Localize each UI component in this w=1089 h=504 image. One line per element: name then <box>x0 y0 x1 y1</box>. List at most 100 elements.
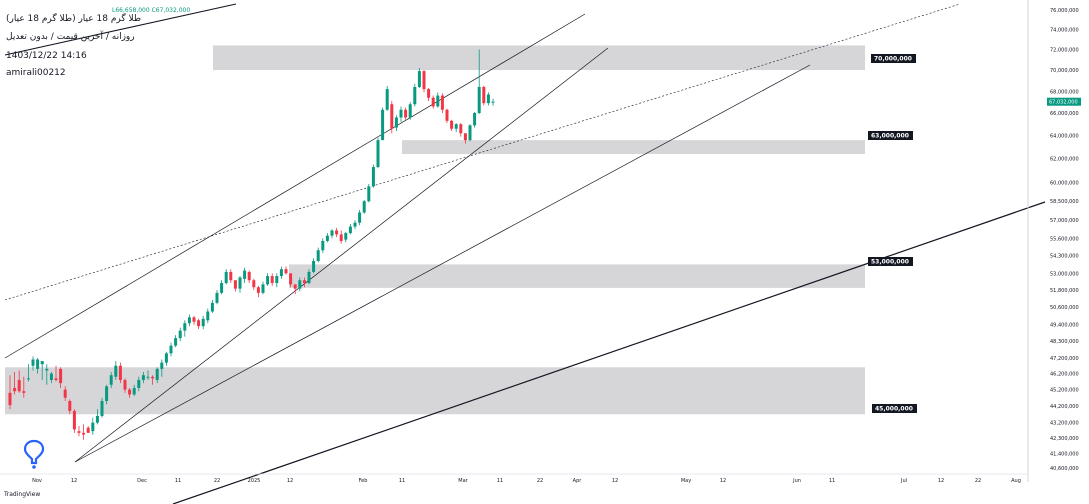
candle-body <box>141 375 145 380</box>
candle <box>160 359 164 377</box>
candle <box>187 314 191 327</box>
candle <box>137 376 141 392</box>
candle <box>293 284 297 295</box>
candle-body <box>376 140 380 168</box>
candle-body <box>77 431 81 433</box>
candle <box>284 266 288 275</box>
time-tick-label: Dec <box>137 478 147 484</box>
candle-body <box>187 317 191 324</box>
candle <box>376 137 380 169</box>
candle <box>31 356 35 371</box>
candle <box>224 269 228 285</box>
candle <box>77 426 81 437</box>
candle-body <box>91 422 95 432</box>
candle-body <box>353 222 357 227</box>
candle <box>197 318 201 330</box>
candle <box>459 123 463 137</box>
candle <box>169 342 173 357</box>
candle-body <box>371 167 375 187</box>
candle <box>26 364 30 382</box>
candle <box>40 361 44 380</box>
candle-body <box>17 379 21 392</box>
price-tick-label: 44,200,000 <box>1050 404 1079 410</box>
price-tick-label: 64,000,000 <box>1050 134 1079 140</box>
candle <box>330 229 334 239</box>
candle <box>128 387 132 398</box>
candle-body <box>321 240 325 251</box>
candle-body <box>477 86 481 114</box>
candle-body <box>404 109 408 118</box>
candle <box>316 247 320 263</box>
candle <box>266 273 270 286</box>
candle <box>427 88 431 101</box>
candle <box>413 83 417 107</box>
candle-body <box>454 124 458 129</box>
candle <box>394 115 398 131</box>
candle <box>82 424 86 440</box>
candle <box>123 378 127 393</box>
candle <box>298 277 302 292</box>
candle <box>68 399 72 415</box>
candle-body <box>8 392 12 406</box>
candle-body <box>381 109 385 141</box>
candle <box>454 123 458 133</box>
price-tick-label: 45,200,000 <box>1050 388 1079 394</box>
price-tick-label: 58,500,000 <box>1050 199 1079 205</box>
time-tick-label: 12 <box>287 478 293 484</box>
candle-body <box>72 410 76 430</box>
candle-body <box>284 269 288 274</box>
candle-body <box>123 379 127 390</box>
candle <box>201 315 205 330</box>
candle <box>417 67 421 89</box>
time-tick-label: Jul <box>900 478 907 484</box>
candle <box>344 231 348 243</box>
candle-body <box>40 361 44 365</box>
candle <box>390 100 394 134</box>
candle <box>178 327 182 342</box>
candle <box>215 290 219 305</box>
price-tick-label: 42,300,000 <box>1050 436 1079 442</box>
candle-body <box>206 311 210 321</box>
candle <box>229 269 233 284</box>
candle-body <box>325 235 329 241</box>
candle <box>302 277 306 288</box>
date-time-label: 1403/12/22 14:16 <box>6 51 87 61</box>
candle-body <box>114 365 118 377</box>
candle-body <box>132 387 136 395</box>
zone-label: 53,000,000 <box>871 259 909 266</box>
candle-body <box>151 376 155 379</box>
candle-body <box>307 271 311 284</box>
candle <box>155 367 159 384</box>
candle <box>270 273 274 286</box>
time-tick-label: 11 <box>497 478 503 484</box>
candle <box>49 372 53 384</box>
price-tick-label: 40,600,000 <box>1050 466 1079 472</box>
time-tick-label: 11 <box>829 478 835 484</box>
candle <box>335 227 339 238</box>
candle <box>183 320 187 337</box>
candle-body <box>367 186 371 202</box>
candle <box>348 224 352 235</box>
candle-body <box>344 233 348 240</box>
candle-body <box>413 86 417 105</box>
price-tick-label: 41,400,000 <box>1050 452 1079 458</box>
candle-body <box>224 271 228 284</box>
price-tick-label: 46,200,000 <box>1050 372 1079 378</box>
price-tick-label: 51,800,000 <box>1050 288 1079 294</box>
drawing-marker-icon[interactable] <box>22 438 46 470</box>
candle-body <box>192 317 196 322</box>
candle <box>325 233 329 243</box>
price-tick-label: 50,600,000 <box>1050 305 1079 311</box>
candle-body <box>137 379 141 388</box>
candle <box>36 357 40 374</box>
trend-line <box>172 201 1046 504</box>
candle-body <box>100 400 104 416</box>
zone-label: 45,000,000 <box>875 406 913 413</box>
candle <box>17 370 21 393</box>
candle <box>45 364 49 385</box>
candle-body <box>63 389 67 398</box>
chart-subtitle: روزانه / آخرین قیمت / بدون تعدیل <box>6 32 135 42</box>
candle <box>91 417 95 435</box>
candle-body <box>316 250 320 262</box>
